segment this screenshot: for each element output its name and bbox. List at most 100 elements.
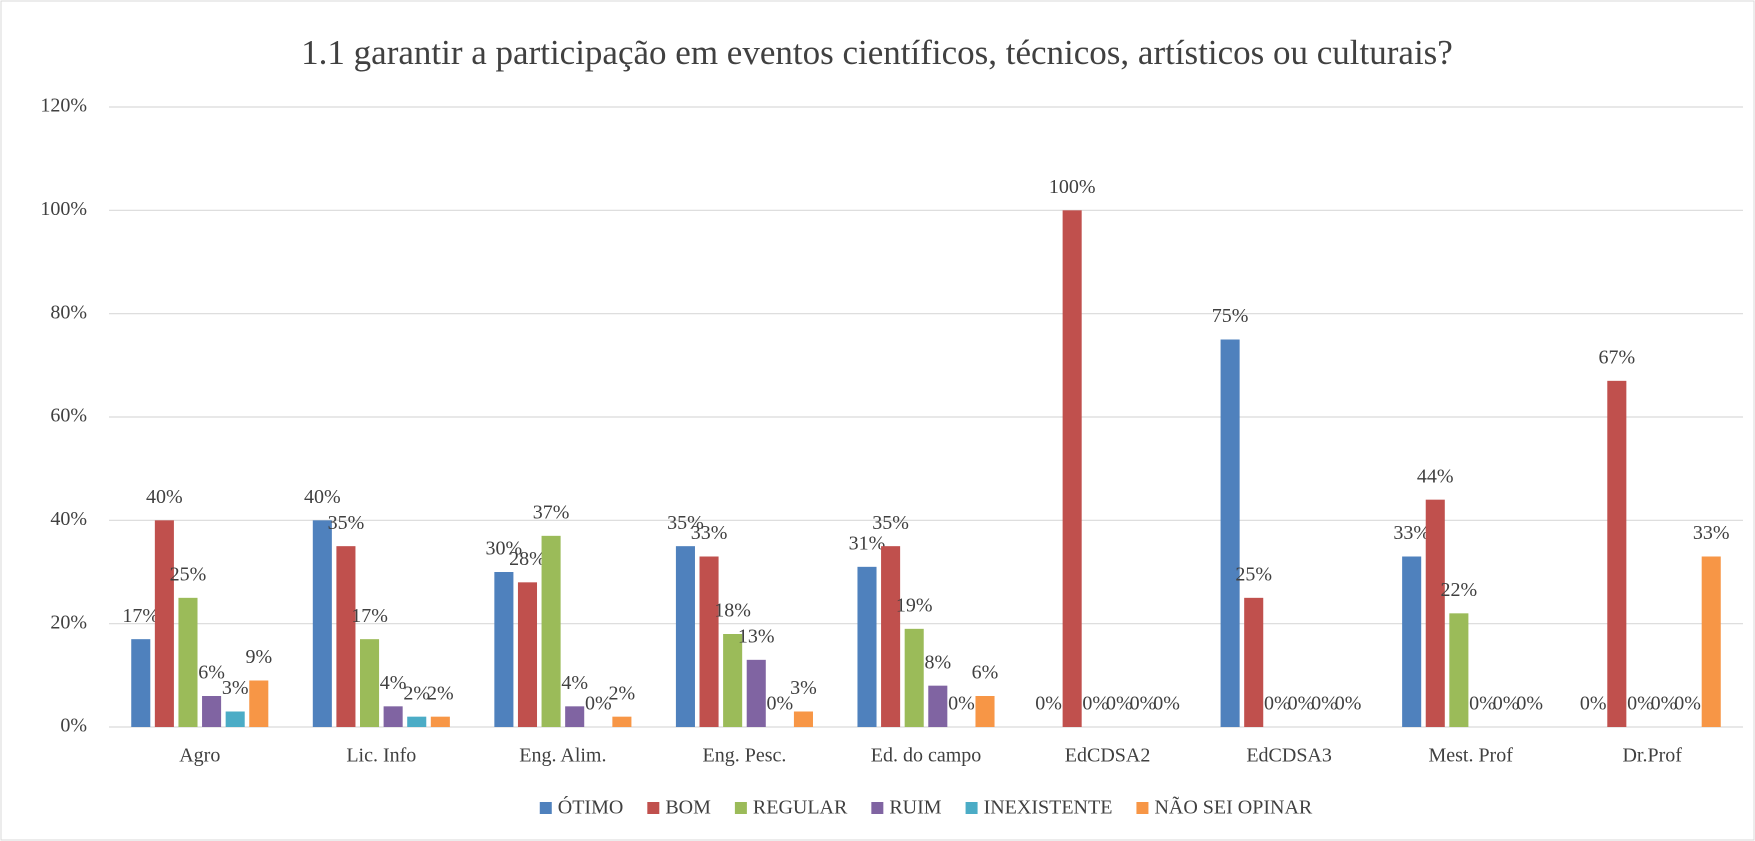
data-label: 6% [972, 662, 999, 684]
legend-label: REGULAR [753, 797, 848, 819]
x-tick-label: EdCDSA3 [1246, 745, 1332, 767]
data-label: 0% [1106, 693, 1133, 715]
bar [1220, 339, 1240, 727]
bar [1607, 380, 1627, 727]
bar [1402, 556, 1422, 727]
data-label: 0% [1264, 693, 1291, 715]
data-label: 0% [767, 693, 794, 715]
data-label: 33% [1693, 522, 1730, 544]
bar [1062, 210, 1082, 728]
data-label: 28% [509, 548, 546, 570]
bar [407, 716, 427, 727]
y-tick-label: 40% [50, 508, 87, 530]
data-label: 40% [146, 486, 183, 508]
bar [1425, 499, 1445, 727]
bar [904, 628, 924, 727]
y-tick-label: 120% [40, 95, 87, 117]
x-tick-label: Mest. Prof [1428, 745, 1513, 767]
x-tick-label: Lic. Info [346, 745, 416, 767]
data-label: 40% [304, 486, 341, 508]
data-label: 17% [351, 605, 388, 627]
y-tick-label: 60% [50, 405, 87, 427]
bar [430, 716, 450, 727]
chart-title: 1.1 garantir a participação em eventos c… [301, 33, 1453, 72]
data-label: 0% [1311, 693, 1338, 715]
legend-swatch [871, 802, 884, 814]
data-label: 0% [1288, 693, 1315, 715]
bar [1449, 613, 1469, 727]
data-label: 0% [1627, 693, 1654, 715]
data-label: 0% [1516, 693, 1543, 715]
bar [517, 582, 538, 727]
x-tick-label: Eng. Pesc. [702, 745, 786, 767]
data-label: 35% [872, 512, 909, 534]
x-tick-label: Agro [179, 745, 220, 767]
bar [723, 634, 743, 727]
data-label: 67% [1598, 346, 1635, 368]
data-label: 30% [486, 538, 523, 560]
bar [202, 696, 222, 727]
data-label: 2% [609, 682, 636, 704]
legend-swatch [539, 802, 552, 814]
data-label: 0% [1580, 693, 1607, 715]
bar [249, 680, 269, 727]
bar [383, 706, 403, 727]
y-tick-label: 0% [60, 715, 87, 737]
bar [928, 685, 948, 727]
data-label: 0% [948, 693, 975, 715]
y-tick-label: 100% [40, 198, 87, 220]
legend-swatch [734, 802, 747, 814]
bar [360, 639, 380, 727]
data-label: 2% [427, 682, 454, 704]
legend-label: INEXISTENTE [984, 797, 1113, 819]
bar [1701, 556, 1721, 727]
data-label: 75% [1212, 305, 1249, 327]
data-label: 0% [1082, 693, 1109, 715]
bar [975, 696, 995, 727]
bar [565, 706, 585, 727]
bar [746, 659, 766, 727]
data-label: 4% [380, 672, 407, 694]
data-label: 3% [790, 677, 817, 699]
bar [336, 546, 356, 727]
data-label: 0% [1035, 693, 1062, 715]
bar [541, 535, 561, 727]
data-label: 22% [1441, 579, 1478, 601]
data-label: 0% [1153, 693, 1180, 715]
data-label: 44% [1417, 465, 1454, 487]
legend-swatch [647, 802, 660, 814]
y-tick-label: 20% [50, 611, 87, 633]
legend-label: BOM [665, 797, 711, 819]
legend-label: ÓTIMO [558, 795, 624, 819]
bar [225, 711, 245, 727]
data-label: 0% [1493, 693, 1520, 715]
data-label: 25% [170, 563, 207, 585]
data-label: 4% [561, 672, 588, 694]
legend-label: RUIM [889, 797, 941, 819]
bar [178, 597, 198, 727]
data-label: 35% [328, 512, 365, 534]
data-label: 0% [1469, 693, 1496, 715]
bar [494, 572, 514, 727]
data-label: 35% [667, 512, 704, 534]
bar [857, 566, 877, 727]
data-label: 0% [1651, 693, 1678, 715]
data-label: 0% [1335, 693, 1362, 715]
x-tick-label: Dr.Prof [1622, 745, 1682, 767]
data-label: 19% [896, 594, 933, 616]
data-label: 6% [198, 662, 225, 684]
bar [131, 639, 151, 727]
legend-swatch [1136, 802, 1149, 814]
data-label: 33% [691, 522, 728, 544]
data-label: 3% [222, 677, 249, 699]
data-label: 18% [714, 600, 751, 622]
bar [793, 711, 813, 727]
data-label: 100% [1049, 176, 1096, 198]
bar [154, 520, 174, 727]
x-tick-label: EdCDSA2 [1065, 745, 1151, 767]
bar [312, 520, 332, 727]
data-label: 37% [533, 501, 570, 523]
data-label: 25% [1235, 563, 1272, 585]
bar [612, 716, 632, 727]
